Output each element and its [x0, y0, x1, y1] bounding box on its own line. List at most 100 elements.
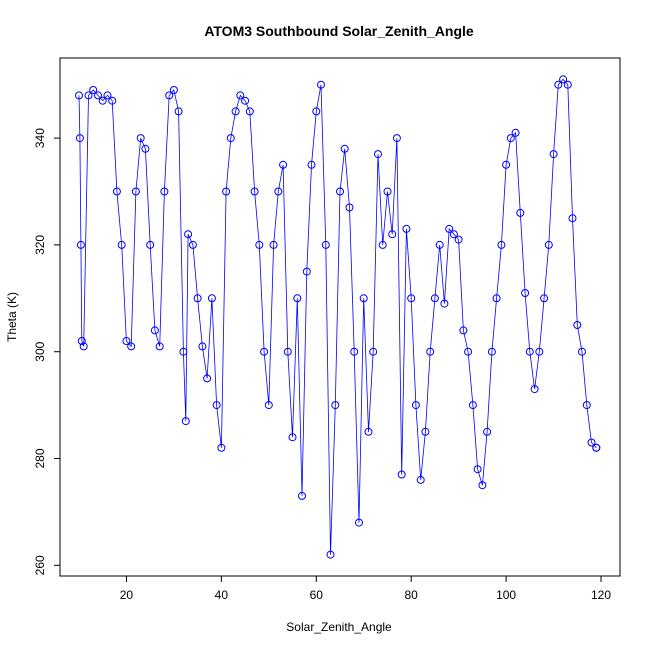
- data-point: [326, 550, 335, 559]
- y-axis-label: Theta (K): [5, 292, 19, 342]
- y-tick-label: 340: [33, 128, 47, 148]
- data-point: [340, 144, 349, 153]
- x-tick-label: 20: [120, 588, 134, 602]
- data-point: [131, 187, 140, 196]
- data-point: [193, 294, 202, 303]
- data-point: [127, 342, 136, 351]
- data-point: [511, 128, 520, 137]
- x-tick-label: 120: [591, 588, 611, 602]
- data-point: [122, 337, 131, 345]
- data-point: [345, 203, 354, 212]
- data-point: [535, 347, 544, 356]
- data-point: [388, 230, 397, 239]
- data-point: [160, 187, 169, 196]
- data-point: [336, 187, 344, 196]
- data-point: [426, 347, 435, 356]
- data-point: [75, 91, 83, 100]
- data-point: [264, 401, 273, 410]
- data-point: [559, 75, 568, 84]
- series-line: [78, 78, 597, 555]
- data-point: [592, 443, 601, 452]
- data-point: [554, 80, 563, 89]
- data-point: [383, 187, 392, 196]
- data-point: [506, 134, 515, 143]
- data-point: [236, 91, 245, 100]
- data-point: [255, 240, 264, 249]
- data-point: [435, 240, 444, 249]
- data-point: [79, 342, 88, 351]
- data-point: [108, 96, 117, 105]
- y-tick-label: 260: [33, 555, 47, 575]
- data-point: [260, 347, 269, 356]
- data-point: [321, 240, 330, 249]
- data-point: [402, 224, 411, 233]
- data-point: [279, 160, 288, 169]
- data-point: [188, 240, 197, 249]
- data-point: [217, 443, 226, 452]
- data-point: [397, 470, 406, 479]
- data-point: [317, 80, 325, 89]
- data-point: [298, 491, 306, 500]
- data-point: [307, 160, 316, 169]
- data-point: [283, 347, 292, 356]
- data-point: [174, 107, 183, 116]
- data-point: [302, 267, 311, 276]
- data-point: [331, 401, 340, 410]
- data-point: [203, 374, 212, 383]
- data-point: [430, 294, 439, 303]
- data-point: [293, 294, 302, 303]
- x-tick-label: 80: [405, 588, 419, 602]
- data-point: [212, 401, 221, 410]
- data-point: [198, 342, 207, 351]
- data-point: [250, 187, 259, 196]
- data-point: [179, 347, 188, 356]
- plot-frame: [59, 57, 621, 577]
- data-point: [492, 294, 501, 303]
- data-point: [459, 326, 468, 335]
- data-point: [117, 240, 126, 249]
- x-tick-label: 60: [310, 588, 324, 602]
- data-point: [473, 465, 482, 474]
- data-point: [207, 294, 216, 303]
- data-point: [540, 294, 549, 303]
- data-point: [578, 347, 586, 356]
- data-point: [222, 187, 231, 196]
- data-point: [468, 401, 477, 410]
- data-point: [359, 294, 368, 303]
- data-point: [165, 91, 174, 100]
- data-point: [141, 144, 150, 153]
- data-point: [544, 240, 553, 249]
- data-point: [516, 208, 525, 217]
- data-point: [146, 240, 155, 249]
- data-point: [112, 187, 121, 196]
- data-point: [231, 107, 240, 116]
- data-point: [530, 385, 539, 394]
- y-axis: 260 280 300 320 340: [33, 128, 60, 575]
- data-point: [103, 91, 112, 100]
- data-point: [76, 240, 85, 249]
- data-point: [364, 427, 373, 436]
- x-axis: 20 40 60 80 100 120: [120, 576, 611, 602]
- data-point: [98, 96, 107, 105]
- data-point: [184, 230, 193, 239]
- data-point: [150, 326, 159, 335]
- data-point: [77, 337, 86, 345]
- data-point: [407, 294, 416, 303]
- data-point: [478, 481, 487, 490]
- data-point: [274, 187, 283, 196]
- data-point: [245, 107, 254, 116]
- x-tick-label: 40: [215, 588, 229, 602]
- data-point: [421, 427, 430, 436]
- data-series: [75, 75, 601, 559]
- data-point: [350, 347, 359, 356]
- data-point: [563, 80, 572, 89]
- data-point: [440, 299, 449, 308]
- data-point: [378, 240, 387, 249]
- data-point: [369, 347, 378, 356]
- data-point: [226, 134, 235, 143]
- data-point: [568, 214, 577, 223]
- data-point: [464, 347, 473, 356]
- data-point: [355, 518, 363, 527]
- data-point: [136, 134, 145, 143]
- data-point: [392, 134, 401, 143]
